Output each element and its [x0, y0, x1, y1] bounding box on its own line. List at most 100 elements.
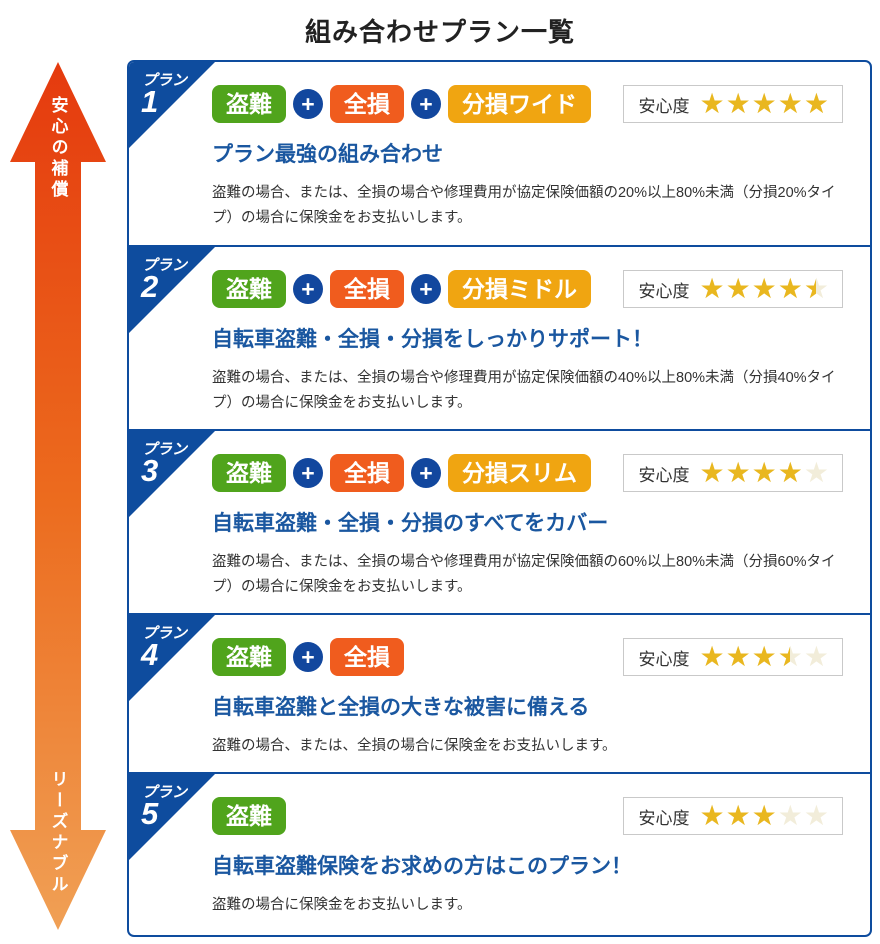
rating-label: 安心度: [638, 96, 690, 116]
coverage-badge: 分損ワイド: [448, 84, 591, 124]
plan-description: 盗難の場合、または、全損の場合に保険金をお支払いします。: [212, 738, 617, 754]
plan-headline: 自転車盗難保険をお求めの方はこのプラン！: [212, 855, 632, 878]
plan-number: 5: [141, 796, 159, 831]
star-full-icon: ★ ★: [751, 273, 777, 304]
plus-icon: +: [293, 89, 323, 119]
plan-card: プラン 2 盗難+全損+分損ミドル 安心度 ★★★★★★★★★★ 自転車盗難・全…: [129, 245, 870, 429]
star-full-icon: ★ ★: [725, 457, 751, 488]
star-full-icon: ★ ★: [699, 800, 725, 831]
plan-description: 盗難の場合に保険金をお支払いします。: [212, 897, 472, 913]
coverage-badge: 全損: [330, 84, 404, 124]
plan-description: 盗難の場合、または、全損の場合や修理費用が協定保険価額の20%以上80%未満（分…: [212, 185, 836, 226]
coverage-badge: 分損スリム: [448, 453, 591, 493]
star-full-icon: ★ ★: [751, 800, 777, 831]
star-empty-icon: ★: [803, 800, 829, 831]
star-full-icon: ★ ★: [699, 273, 725, 304]
plan-number: 4: [141, 637, 159, 672]
coverage-badge: 全損: [330, 269, 404, 309]
star-full-icon: ★ ★: [751, 88, 777, 119]
plus-icon: +: [293, 642, 323, 672]
page-title: 組み合わせプラン一覧: [304, 17, 575, 47]
plan-headline: 自転車盗難と全損の大きな被害に備える: [212, 696, 590, 719]
rating-stars: ★★★★★★★★★★: [699, 275, 830, 303]
star-empty-icon: ★: [777, 800, 803, 831]
plan-card: プラン 4 盗難+全損 安心度 ★★★★★★★★★ 自転車盗難と全損の大きな被害…: [129, 613, 870, 772]
star-half-icon: ★★: [803, 273, 829, 304]
rating-stars: ★★★★★★★★★: [699, 459, 830, 487]
coverage-badge: 盗難: [212, 453, 286, 493]
coverage-badge: 全損: [330, 637, 404, 677]
plan-list: プラン 1 盗難 + 全損 + 分損ワイド 安心度 ★ ★ ★ ★ ★ ★ ★ ★ ★ ★ プラン最強の組…: [127, 60, 872, 937]
coverage-badge: 盗難: [212, 84, 286, 124]
plan-number-badge: プラン 1: [129, 62, 215, 148]
coverage-row: 盗難+全損 安心度 ★★★★★★★★★: [212, 635, 856, 679]
plus-icon: +: [411, 274, 441, 304]
star-full-icon: ★ ★: [751, 641, 777, 672]
star-full-icon: ★ ★: [725, 88, 751, 119]
coverage-badge: 分損ミドル: [448, 269, 591, 309]
star-empty-icon: ★: [803, 641, 829, 672]
star-half-icon: ★★: [777, 641, 803, 672]
rating-label: 安心度: [638, 281, 690, 301]
axis-top-label: 安心の補償: [48, 96, 68, 201]
rating-stars: ★ ★ ★ ★ ★ ★ ★ ★: [699, 802, 830, 830]
coverage-badge: 全損: [330, 453, 404, 493]
axis-bottom-label: リーズナブル: [48, 770, 68, 896]
coverage-badges: 盗難: [212, 796, 286, 836]
coverage-row: 盗難+全損+分損ミドル 安心度 ★★★★★★★★★★: [212, 267, 856, 311]
plan-prefix-label: プラン: [142, 784, 188, 801]
plan-number-badge: プラン 4: [129, 615, 215, 701]
star-full-icon: ★ ★: [699, 641, 725, 672]
star-full-icon: ★ ★: [777, 457, 803, 488]
rating-box: 安心度 ★★★★★★★★★: [623, 454, 843, 492]
rating-label: 安心度: [638, 649, 690, 669]
plan-prefix-label: プラン: [142, 257, 188, 274]
star-full-icon: ★ ★: [699, 88, 725, 119]
rating-label: 安心度: [638, 808, 690, 828]
plan-prefix-label: プラン: [142, 441, 188, 458]
plan-description: 盗難の場合、または、全損の場合や修理費用が協定保険価額の40%以上80%未満（分…: [212, 370, 836, 411]
coverage-badges: 盗難 + 全損 + 分損ワイド: [212, 84, 591, 124]
rating-box: 安心度 ★★★★★★★★★: [623, 638, 843, 676]
star-empty-icon: ★: [803, 457, 829, 488]
plan-number: 3: [141, 453, 159, 488]
plus-icon: +: [411, 458, 441, 488]
plan-number-badge: プラン 2: [129, 247, 215, 333]
rating-label: 安心度: [638, 465, 690, 485]
coverage-badges: 盗難 + 全損 + 分損スリム: [212, 453, 591, 493]
plan-headline: 自転車盗難・全損・分損をしっかりサポート！: [212, 328, 653, 351]
star-full-icon: ★ ★: [725, 800, 751, 831]
plan-number-badge: プラン 3: [129, 431, 215, 517]
coverage-row: 盗難 + 全損 + 分損スリム 安心度 ★ ★ ★ ★ ★ ★ ★ ★ ★: [212, 451, 856, 495]
coverage-badge: 盗難: [212, 796, 286, 836]
plan-card: プラン 5 盗難 安心度 ★ ★ ★ ★ ★ ★ ★ ★ 自転車盗難保険をお求めの方はこのプラ…: [129, 772, 870, 935]
plan-card: プラン 1 盗難 + 全損 + 分損ワイド 安心度 ★ ★ ★ ★ ★ ★ ★ ★ ★ ★ プラン最強の組…: [129, 62, 870, 245]
plan-card: プラン 3 盗難 + 全損 + 分損スリム 安心度 ★ ★ ★ ★ ★ ★ ★ ★ ★ 自転車盗難・全損…: [129, 429, 870, 613]
rating-box: 安心度 ★ ★ ★ ★ ★ ★ ★ ★: [623, 797, 843, 835]
star-full-icon: ★ ★: [777, 273, 803, 304]
coverage-badges: 盗難 + 全損: [212, 637, 404, 677]
rating-box: 安心度 ★★★★★★★★★★: [623, 85, 843, 123]
coverage-badges: 盗難 + 全損 + 分損ミドル: [212, 269, 591, 309]
plan-prefix-label: プラン: [142, 625, 188, 642]
plan-number: 1: [141, 84, 159, 119]
plan-headline: 自転車盗難・全損・分損のすべてをカバー: [212, 512, 609, 535]
coverage-badge: 盗難: [212, 269, 286, 309]
star-full-icon: ★ ★: [725, 641, 751, 672]
rating-stars: ★★★★★★★★★★: [699, 90, 830, 118]
coverage-row: 盗難 安心度 ★ ★ ★ ★ ★ ★ ★ ★: [212, 794, 856, 838]
star-full-icon: ★ ★: [803, 88, 829, 119]
plus-icon: +: [293, 458, 323, 488]
plus-icon: +: [293, 274, 323, 304]
plan-prefix-label: プラン: [142, 72, 188, 89]
coverage-axis-arrow: 安心の補償 リーズナブル: [10, 62, 106, 930]
gradient-arrow-icon: [10, 62, 106, 930]
star-full-icon: ★ ★: [725, 273, 751, 304]
star-full-icon: ★ ★: [699, 457, 725, 488]
rating-stars: ★★★★★★★★★: [699, 643, 830, 671]
coverage-row: 盗難 + 全損 + 分損ワイド 安心度 ★ ★ ★ ★ ★ ★ ★ ★ ★ ★: [212, 82, 856, 126]
star-full-icon: ★ ★: [777, 88, 803, 119]
plan-number: 2: [141, 269, 159, 304]
star-full-icon: ★ ★: [751, 457, 777, 488]
plus-icon: +: [411, 89, 441, 119]
